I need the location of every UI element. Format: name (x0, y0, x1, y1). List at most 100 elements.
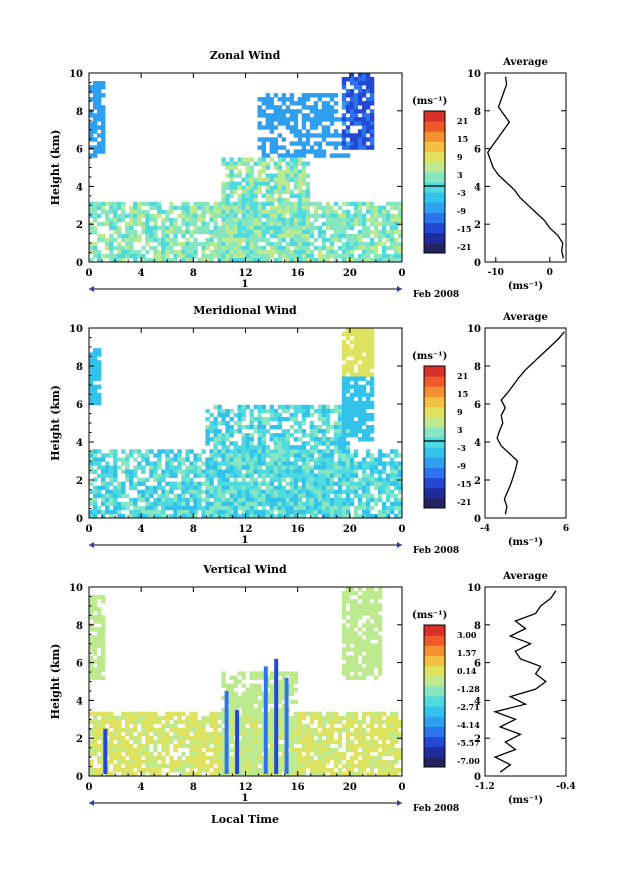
heatmap-cell (269, 233, 274, 239)
heatmap-cell (301, 173, 307, 178)
heatmap-cell (97, 631, 102, 636)
heatmap-cell (237, 217, 242, 223)
heatmap-cell (265, 137, 270, 142)
heatmap-cell (181, 768, 186, 773)
heatmap-cell (265, 177, 270, 182)
heatmap-cell (313, 759, 319, 765)
heatmap-cell (221, 237, 226, 243)
heatmap-cell (265, 509, 270, 515)
heatmap-cell (305, 137, 311, 142)
heatmap-cell (281, 691, 286, 696)
heatmap-cell (329, 469, 335, 474)
heatmap-cell (265, 189, 270, 194)
heatmap-cell (333, 213, 339, 219)
heatmap-cell (89, 675, 94, 680)
heatmap-cell (349, 133, 355, 138)
heatmap-cell (289, 258, 294, 263)
heatmap-cell (277, 165, 282, 170)
heatmap-cell (269, 691, 274, 696)
heatmap-cell (329, 117, 335, 122)
heatmap-cell (293, 173, 299, 178)
heatmap-cell (317, 249, 323, 255)
heatmap-cell (189, 213, 194, 219)
heatmap-cell (157, 509, 162, 515)
heatmap-cell (297, 177, 303, 182)
heatmap-cell (317, 735, 323, 741)
heatmap-cell (325, 727, 331, 733)
heatmap-cell (365, 125, 371, 130)
heatmap-cell (369, 416, 375, 422)
heatmap-cell (345, 731, 351, 737)
heatmap-cell (289, 213, 294, 219)
heatmap-cell (390, 768, 395, 773)
heatmap-cell (173, 241, 178, 247)
heatmap-cell (329, 233, 335, 239)
heatmap-cell (361, 493, 367, 499)
heatmap-cell (113, 245, 118, 251)
heatmap-cell (273, 189, 278, 194)
heatmap-cell (185, 489, 190, 495)
heatmap-cell (177, 743, 182, 749)
heatmap-cell (293, 457, 299, 462)
heatmap-cell (229, 209, 234, 215)
heatmap-cell (277, 221, 282, 227)
heatmap-cell (253, 221, 258, 227)
heatmap-cell (125, 727, 130, 733)
heatmap-cell (373, 241, 379, 247)
heatmap-cell (125, 719, 130, 725)
heatmap-cell (261, 137, 266, 142)
heatmap-cell (137, 768, 142, 773)
heatmap-cell (293, 727, 299, 733)
heatmap-cell (173, 473, 178, 478)
x-tick-label: 16 (291, 268, 305, 279)
heatmap-cell (361, 145, 367, 150)
colorbar-segment (424, 232, 445, 244)
heatmap-cell (253, 193, 258, 198)
heatmap-cell (333, 772, 339, 777)
heatmap-cell (385, 772, 391, 777)
heatmap-cell (209, 453, 214, 458)
heatmap-cell (381, 727, 387, 733)
heatmap-cell (345, 249, 351, 255)
heatmap-cell (109, 711, 114, 717)
heatmap-cell (173, 735, 178, 741)
heatmap-cell (245, 161, 250, 166)
heatmap-cell (369, 412, 375, 418)
heatmap-cell (133, 237, 138, 243)
heatmap-cell (385, 743, 391, 749)
heatmap-cell (237, 473, 242, 478)
heatmap-cell (293, 699, 299, 704)
heatmap-cell (309, 412, 315, 418)
heatmap-cell (305, 433, 311, 438)
heatmap-cell (377, 258, 383, 263)
heatmap-cell (257, 205, 262, 211)
heatmap-cell (365, 477, 371, 482)
heatmap-cell (390, 489, 395, 495)
heatmap-cell (261, 254, 266, 259)
heatmap-cell (225, 481, 230, 486)
heatmap-cell (125, 213, 130, 219)
heatmap-cell (253, 731, 258, 737)
heatmap-cell (109, 755, 114, 761)
heatmap-cell (133, 497, 138, 503)
heatmap-cell (109, 477, 114, 482)
heatmap-cell (257, 759, 262, 765)
heatmap-cell (345, 225, 351, 231)
heatmap-cell (253, 719, 258, 725)
heatmap-cell (149, 711, 154, 717)
heatmap-cell (289, 157, 294, 162)
heatmap-cell (349, 368, 355, 373)
heatmap-cell (249, 751, 254, 757)
heatmap-cell (201, 735, 206, 741)
heatmap-cell (205, 437, 210, 442)
heatmap-cell (297, 457, 303, 462)
heatmap-cell (229, 425, 234, 430)
heatmap-cell (345, 627, 351, 632)
heatmap-cell (113, 719, 118, 725)
heatmap-cell (125, 711, 130, 717)
heatmap-cell (161, 225, 166, 231)
heatmap-cell (281, 177, 286, 182)
heatmap-cell (221, 719, 226, 725)
heatmap-cell (277, 209, 282, 215)
heatmap-cell (353, 453, 359, 458)
